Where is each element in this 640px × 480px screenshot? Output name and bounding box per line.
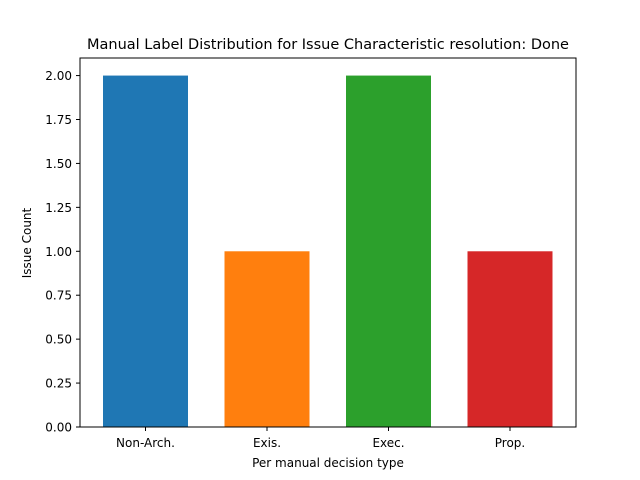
y-tick-label: 2.00 [45,69,72,83]
y-tick-label: 0.00 [45,421,72,435]
bar-prop [467,251,553,427]
y-tick-label: 0.50 [45,333,72,347]
x-tick-label: Exec. [372,436,404,450]
y-tick-label: 1.50 [45,157,72,171]
chart-title: Manual Label Distribution for Issue Char… [87,37,569,53]
y-axis-title: Issue Count [20,207,34,278]
y-tick-label: 1.25 [45,201,72,215]
plot-frame [79,57,577,428]
bar-exec [346,75,431,428]
y-axis: 0.00 0.25 0.50 0.75 1.00 1.25 1.50 1.75 2.00 [45,69,80,435]
bars-group [103,75,553,428]
y-tick-label: 0.25 [45,377,72,391]
y-tick-label: 1.75 [45,113,72,127]
x-axis-title: Per manual decision type [252,456,404,470]
x-tick-label: Prop. [495,436,525,450]
bar-non-arch [103,75,188,428]
x-axis: Non-Arch. Exis. Exec. Prop. [116,427,525,450]
x-tick-label: Non-Arch. [116,436,175,450]
x-tick-label: Exis. [253,436,281,450]
y-tick-label: 1.00 [45,245,72,259]
y-tick-label: 0.75 [45,289,72,303]
bar-exis [224,251,310,427]
